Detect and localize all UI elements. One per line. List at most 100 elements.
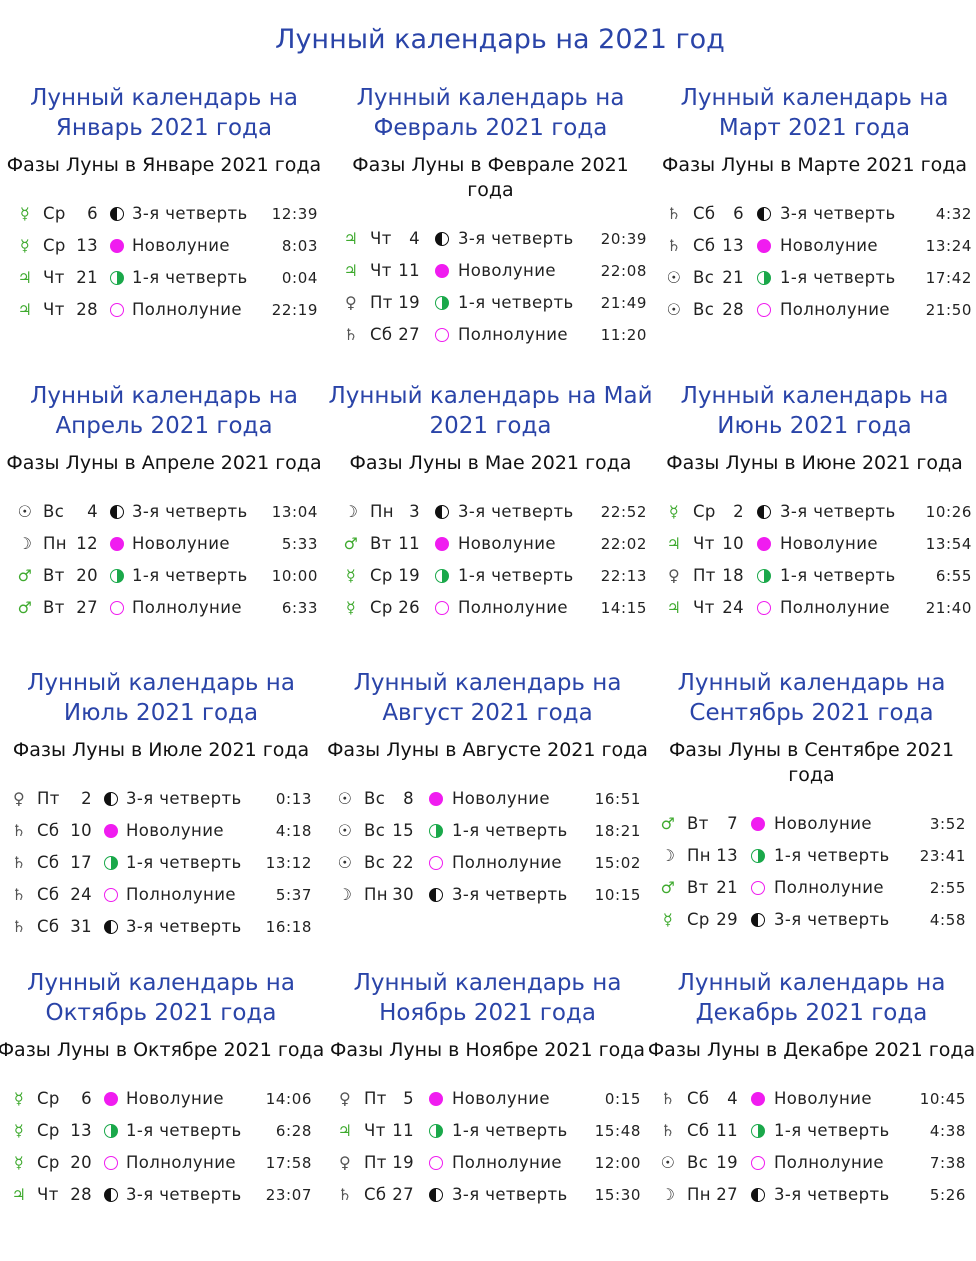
full-moon-icon	[110, 601, 124, 615]
phase-label: Новолуние	[126, 821, 224, 840]
month-subtitle: Фазы Луны в Октябре 2021 года	[0, 1039, 325, 1061]
weekday: Чт	[370, 229, 392, 248]
weekday: Вс	[693, 300, 715, 319]
phase-label: 3-я четверть	[458, 502, 574, 521]
month-subtitle: Фазы Луны в Мае 2021 года	[349, 452, 632, 474]
weekday: Сб	[687, 1089, 710, 1108]
phase-time: 20:39	[600, 230, 647, 248]
jupiter-icon: ♃	[666, 534, 682, 553]
jupiter-icon: ♃	[11, 1185, 27, 1204]
month-title: Лунный календарь на Май 2021 года	[328, 383, 653, 439]
last-quarter-icon	[435, 232, 449, 246]
first-quarter-icon	[435, 296, 449, 310]
day-number: 4	[87, 502, 98, 521]
new-moon-icon	[429, 1092, 443, 1106]
day-number: 31	[70, 917, 92, 936]
weekday: Сб	[687, 1121, 710, 1140]
phase-time: 17:58	[265, 1154, 312, 1172]
month-subtitle: Фазы Луны в Ноябре 2021 года	[329, 1039, 645, 1061]
phase-row: ☉ Вс 28 Полнолуние 21:50	[653, 294, 976, 326]
phase-time: 22:08	[600, 262, 647, 280]
day-number: 12	[76, 534, 98, 553]
phase-label: Полнолуние	[458, 598, 568, 617]
sun-icon: ☉	[17, 502, 33, 521]
month-subtitle: Фазы Луны в Сентябре 2021 года	[668, 739, 955, 786]
day-number: 27	[398, 325, 420, 344]
phase-row: ♄ Сб 13 Новолуние 13:24	[653, 230, 976, 262]
month-title: Лунный календарь на Февраль 2021 года	[356, 85, 625, 141]
phase-label: Новолуние	[452, 1089, 550, 1108]
phase-list: ♀ Пт 5 Новолуние 0:15 ♃ Чт 11 1-я четверть 15:48 ♀…	[322, 1083, 653, 1211]
full-moon-icon	[757, 601, 771, 615]
day-number: 27	[392, 1185, 414, 1204]
weekday: Вс	[364, 853, 386, 872]
weekday: Чт	[693, 534, 715, 553]
phase-row: ♂ Вт 20 1-я четверть 10:00	[0, 560, 328, 592]
last-quarter-icon	[757, 207, 771, 221]
moon-icon: ☽	[337, 885, 353, 904]
weekday: Пт	[370, 293, 393, 312]
phase-label: Новолуние	[458, 534, 556, 553]
phase-label: Новолуние	[458, 261, 556, 280]
phase-list: ☉ Вс 4 3-я четверть 13:04 ☽ Пн 12 Новолуние 5:33 ♂…	[0, 496, 328, 624]
month-block: Лунный календарь на Сентябрь 2021 года Фа…	[647, 667, 976, 967]
first-quarter-icon	[751, 849, 765, 863]
jupiter-icon: ♃	[666, 598, 682, 617]
saturn-icon: ♄	[11, 885, 27, 904]
sun-icon: ☉	[660, 1153, 676, 1172]
new-moon-icon	[104, 1092, 118, 1106]
first-quarter-icon	[429, 1124, 443, 1138]
mercury-icon: ☿	[345, 598, 357, 617]
venus-icon: ♀	[667, 566, 681, 585]
phase-row: ♄ Сб 11 1-я четверть 4:38	[647, 1115, 976, 1147]
first-quarter-icon	[104, 1124, 118, 1138]
day-number: 6	[87, 204, 98, 223]
weekday: Пт	[693, 566, 716, 585]
phase-time: 14:15	[600, 599, 647, 617]
phase-time: 18:21	[594, 822, 641, 840]
weekday: Сб	[37, 853, 60, 872]
phase-label: 3-я четверть	[126, 917, 242, 936]
day-number: 13	[722, 236, 744, 255]
day-number: 24	[70, 885, 92, 904]
phase-row: ♃ Чт 28 3-я четверть 23:07	[0, 1179, 328, 1211]
phase-time: 0:13	[275, 790, 312, 808]
phase-label: Полнолуние	[452, 1153, 562, 1172]
phase-row: ♃ Чт 21 1-я четверть 0:04	[0, 262, 328, 294]
new-moon-icon	[751, 817, 765, 831]
phase-time: 15:30	[594, 1186, 641, 1204]
phase-label: 1-я четверть	[132, 268, 248, 287]
phase-time: 6:28	[275, 1122, 312, 1140]
weekday: Пн	[370, 502, 394, 521]
phase-label: 1-я четверть	[452, 821, 568, 840]
phase-row: ♃ Чт 10 Новолуние 13:54	[653, 528, 976, 560]
phase-time: 13:04	[271, 503, 318, 521]
full-moon-icon	[435, 328, 449, 342]
full-moon-icon	[429, 856, 443, 870]
full-moon-icon	[429, 1156, 443, 1170]
weekday: Сб	[693, 236, 716, 255]
phase-list: ☿ Ср 6 Новолуние 14:06 ☿ Ср 13 1-я четверть 6:28 ☿…	[0, 1083, 328, 1211]
phase-label: 3-я четверть	[452, 885, 568, 904]
phase-time: 8:03	[281, 237, 318, 255]
weekday: Чт	[693, 598, 715, 617]
weekday: Ср	[37, 1089, 60, 1108]
weekday: Вс	[43, 502, 65, 521]
full-moon-icon	[751, 881, 765, 895]
full-moon-icon	[751, 1156, 765, 1170]
moon-icon: ☽	[660, 1185, 676, 1204]
full-moon-icon	[757, 303, 771, 317]
new-moon-icon	[110, 239, 124, 253]
venus-icon: ♀	[12, 789, 26, 808]
first-quarter-icon	[104, 856, 118, 870]
weekday: Ср	[37, 1121, 60, 1140]
sun-icon: ☉	[337, 789, 353, 808]
phase-row: ♀ Пт 5 Новолуние 0:15	[322, 1083, 653, 1115]
weekday: Вт	[687, 878, 709, 897]
phase-row: ☿ Ср 2 3-я четверть 10:26	[653, 496, 976, 528]
mercury-icon: ☿	[668, 502, 680, 521]
day-number: 20	[76, 566, 98, 585]
phase-time: 13:24	[925, 237, 972, 255]
month-title: Лунный календарь на Июль 2021 года	[27, 670, 295, 726]
first-quarter-icon	[429, 824, 443, 838]
